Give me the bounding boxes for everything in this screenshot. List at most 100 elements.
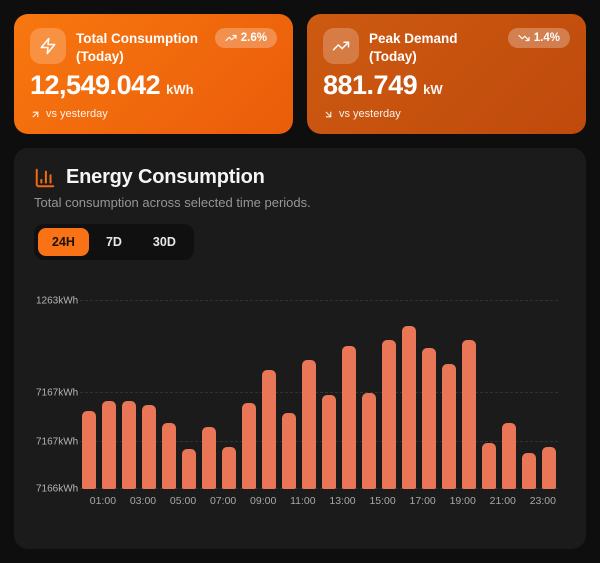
gridline xyxy=(80,392,558,394)
bar-01:00[interactable] xyxy=(102,400,116,489)
bar-column xyxy=(482,284,496,489)
arrow-down-right-icon xyxy=(323,109,334,120)
x-tick-label xyxy=(402,495,404,507)
bar-column xyxy=(442,284,456,489)
bar-column xyxy=(122,284,136,489)
card-value: 12,549.042 xyxy=(30,70,161,101)
trend-badge-value: 2.6% xyxy=(240,32,267,44)
card-header: Peak Demand (Today) 1.4% xyxy=(323,28,570,65)
x-axis-labels: 01:00 03:00 05:00 07:00 09:00 11:00 13:00 15:00… xyxy=(80,495,558,507)
bar-07:00[interactable] xyxy=(222,446,236,489)
bar-plot xyxy=(80,284,558,489)
bar-column xyxy=(162,284,176,489)
card-value-row: 12,549.042 kWh xyxy=(30,70,277,101)
bar-15:00[interactable] xyxy=(382,340,396,489)
bar-03:00[interactable] xyxy=(142,404,156,489)
bar-20:00[interactable] xyxy=(482,442,496,489)
bar-column xyxy=(242,284,256,489)
gridlines xyxy=(80,284,558,489)
bar-chart: 7166kWh 7167kWh 7167kWh 1263kWh xyxy=(34,284,566,495)
bar-05:00[interactable] xyxy=(182,448,196,489)
tab-24h[interactable]: 24H xyxy=(38,228,89,256)
bar-column xyxy=(422,284,436,489)
bar-04:00[interactable] xyxy=(162,422,176,489)
card-unit: kW xyxy=(423,82,443,98)
x-tick-label: 17:00 xyxy=(409,495,436,507)
trending-up-icon xyxy=(323,28,359,64)
x-tick-label xyxy=(202,495,204,507)
bar-23:00[interactable] xyxy=(542,446,556,489)
y-tick-label: 7167kWh xyxy=(36,387,79,399)
trend-badge: 1.4% xyxy=(507,28,570,48)
x-tick-label: 07:00 xyxy=(209,495,237,507)
x-tick-label xyxy=(442,495,444,507)
y-tick-label: 1263kWh xyxy=(36,295,79,307)
bar-column xyxy=(382,284,396,489)
bar-column xyxy=(82,284,96,489)
tab-30d[interactable]: 30D xyxy=(139,228,190,256)
card-value: 881.749 xyxy=(323,70,418,101)
bar-column xyxy=(222,284,236,489)
x-tick-label: 05:00 xyxy=(169,495,197,507)
x-tick-label xyxy=(82,495,84,507)
bar-13:00[interactable] xyxy=(342,346,356,489)
x-tick-label: 13:00 xyxy=(329,495,356,507)
x-tick-label xyxy=(322,495,324,507)
bar-column xyxy=(262,284,276,489)
bar-column xyxy=(202,284,216,489)
bar-column xyxy=(362,284,376,489)
zap-icon xyxy=(30,28,66,64)
x-tick-label: 09:00 xyxy=(250,495,277,507)
energy-consumption-card: Energy Consumption Total consumption acr… xyxy=(14,148,586,549)
trend-badge-value: 1.4% xyxy=(533,32,560,44)
bar-14:00[interactable] xyxy=(362,392,376,489)
bar-17:00[interactable] xyxy=(422,348,436,489)
x-tick-label: 19:00 xyxy=(449,495,476,507)
bar-12:00[interactable] xyxy=(322,394,336,489)
bar-column xyxy=(502,284,516,489)
bar-22:00[interactable] xyxy=(522,452,536,489)
bar-02:00[interactable] xyxy=(122,400,136,489)
peak-demand-card: Peak Demand (Today) 1.4% 881.749 kW vs y… xyxy=(307,14,586,134)
x-tick-label: 03:00 xyxy=(129,495,157,507)
card-title: Total Consumption (Today) xyxy=(76,31,198,64)
card-footer: vs yesterday xyxy=(323,108,570,120)
trending-down-icon xyxy=(518,32,530,44)
card-title: Peak Demand (Today) xyxy=(369,31,458,64)
bar-column xyxy=(142,284,156,489)
total-consumption-card: Total Consumption (Today) 2.6% 12,549.04… xyxy=(14,14,293,134)
y-tick-label: 7167kWh xyxy=(36,436,79,448)
bar-06:00[interactable] xyxy=(202,426,216,489)
bar-chart-icon xyxy=(34,167,56,189)
trending-up-icon xyxy=(225,32,237,44)
kpi-row: Total Consumption (Today) 2.6% 12,549.04… xyxy=(14,14,586,134)
x-tick-label: 01:00 xyxy=(89,495,117,507)
bar-21:00[interactable] xyxy=(502,422,516,489)
card-unit: kWh xyxy=(166,82,194,98)
bar-column xyxy=(302,284,316,489)
x-tick-label: 23:00 xyxy=(529,495,556,507)
bar-10:00[interactable] xyxy=(282,412,296,489)
bar-column xyxy=(402,284,416,489)
y-axis-labels: 7166kWh 7167kWh 7167kWh 1263kWh xyxy=(34,284,80,495)
bar-column xyxy=(522,284,536,489)
time-range-tabs: 24H 7D 30D xyxy=(34,224,194,260)
gridline xyxy=(80,488,558,489)
bar-09:00[interactable] xyxy=(262,370,276,489)
bar-18:00[interactable] xyxy=(442,364,456,489)
bar-19:00[interactable] xyxy=(462,340,476,489)
chart-header: Energy Consumption xyxy=(34,166,566,189)
bar-column xyxy=(542,284,556,489)
bar-11:00[interactable] xyxy=(302,360,316,489)
bar-column xyxy=(282,284,296,489)
bar-08:00[interactable] xyxy=(242,402,256,489)
card-footer-label: vs yesterday xyxy=(339,108,401,121)
x-tick-label: 21:00 xyxy=(489,495,516,507)
x-tick-label: 15:00 xyxy=(369,495,396,507)
bar-00:00[interactable] xyxy=(82,410,96,489)
gridline xyxy=(80,300,558,302)
bar-16:00[interactable] xyxy=(402,326,416,489)
tab-7d[interactable]: 7D xyxy=(92,228,136,256)
x-tick-label xyxy=(522,495,524,507)
